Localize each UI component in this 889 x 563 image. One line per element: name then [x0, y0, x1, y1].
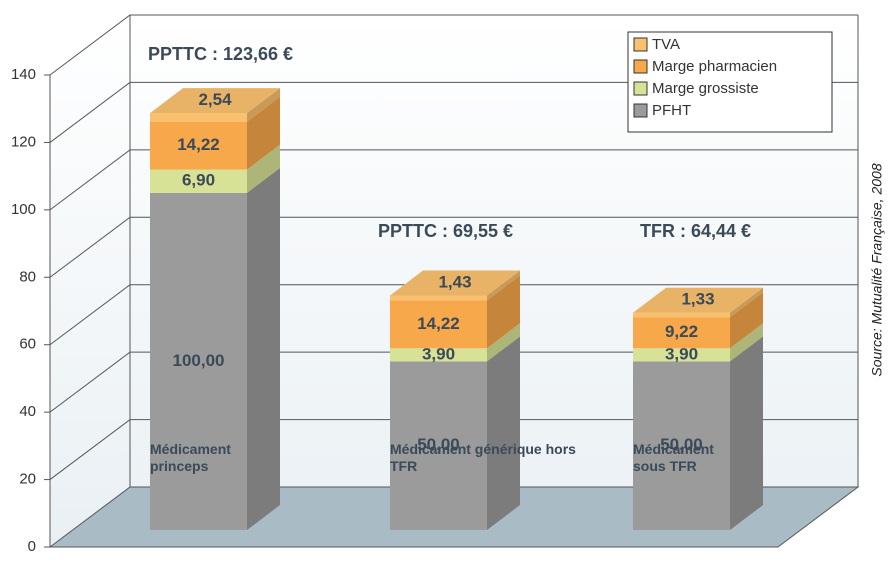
bar-front [390, 295, 487, 301]
legend-label: TVA [652, 36, 680, 53]
bar-front [633, 348, 730, 362]
value-label: 2,54 [198, 90, 232, 109]
bar-top [150, 88, 280, 114]
annotation: PPTTC : 123,66 € [148, 44, 293, 64]
bar-side [247, 144, 280, 193]
value-label: 100,00 [173, 351, 225, 370]
bar-side [487, 275, 520, 349]
y-tick-label: 0 [28, 538, 36, 555]
bar-front [150, 121, 247, 170]
value-label: 50,00 [660, 435, 703, 454]
annotation: PPTTC : 69,55 € [378, 221, 513, 241]
legend-swatch [633, 103, 648, 118]
grid-line [49, 81, 858, 143]
x-tick-label: Médicament sous TFR [633, 441, 714, 474]
bar-side [487, 270, 520, 301]
bar-front [150, 169, 247, 193]
bar-side [730, 292, 763, 349]
legend-box [627, 31, 833, 133]
x-tick-label: Médicament princeps [150, 441, 231, 474]
bar-front [150, 192, 247, 530]
bar-side [247, 96, 280, 170]
bar-side [247, 167, 280, 530]
y-tick-label: 80 [19, 268, 36, 285]
value-label: 3,90 [665, 344, 698, 363]
bar-front [633, 317, 730, 349]
y-tick-label: 140 [11, 66, 36, 83]
grid-line [49, 14, 858, 76]
value-label: 14,22 [177, 135, 220, 154]
annotation: TFR : 64,44 € [640, 221, 751, 241]
bar-side [730, 336, 763, 530]
value-label: 1,43 [438, 273, 471, 292]
y-tick-label: 20 [19, 471, 36, 488]
legend-label: Marge pharmacien [652, 58, 777, 75]
bar-side [730, 323, 763, 362]
bar-front [633, 312, 730, 318]
grid-line [49, 419, 858, 480]
source: Source: Mutualité Française, 2008 [869, 163, 885, 376]
grid-line [49, 149, 858, 211]
value-label: 9,22 [665, 322, 698, 341]
value-label: 6,90 [182, 171, 215, 190]
value-label: 50,00 [417, 435, 460, 454]
legend-label: PFHT [652, 102, 691, 119]
bar-top [633, 287, 763, 313]
y-tick-label: 60 [19, 336, 36, 353]
value-label: 3,90 [422, 344, 455, 363]
bar-side [487, 336, 520, 530]
bar-front [633, 361, 730, 530]
grid-line [49, 351, 858, 413]
x-tick-label: Médicament générique hors TFR [390, 441, 576, 474]
bar-front [150, 113, 247, 122]
bar-side [487, 323, 520, 362]
grid-line [49, 216, 858, 278]
legend-swatch [633, 81, 648, 96]
legend-swatch [633, 59, 648, 74]
y-tick-label: 120 [11, 133, 36, 150]
bar-top [390, 270, 520, 296]
legend-label: Marge grossiste [652, 80, 759, 97]
value-label: 1,33 [681, 290, 714, 309]
bar-front [390, 300, 487, 349]
bar-side [730, 287, 763, 318]
grid-line [49, 284, 858, 346]
y-tick-label: 100 [11, 201, 36, 218]
value-label: 14,22 [417, 314, 460, 333]
bar-front [390, 348, 487, 362]
bar-side [247, 88, 280, 122]
legend-swatch [633, 37, 648, 52]
bar-front [390, 361, 487, 530]
y-tick-label: 40 [19, 403, 36, 420]
